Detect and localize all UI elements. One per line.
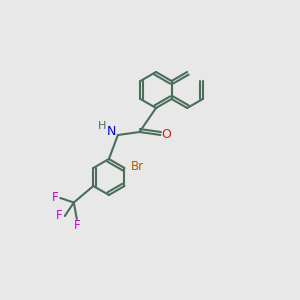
Text: H: H: [98, 121, 106, 131]
Text: Br: Br: [130, 160, 144, 173]
Text: O: O: [161, 128, 171, 142]
Text: N: N: [106, 125, 116, 139]
Text: F: F: [74, 219, 80, 232]
Text: F: F: [52, 191, 58, 205]
Text: F: F: [56, 209, 63, 223]
